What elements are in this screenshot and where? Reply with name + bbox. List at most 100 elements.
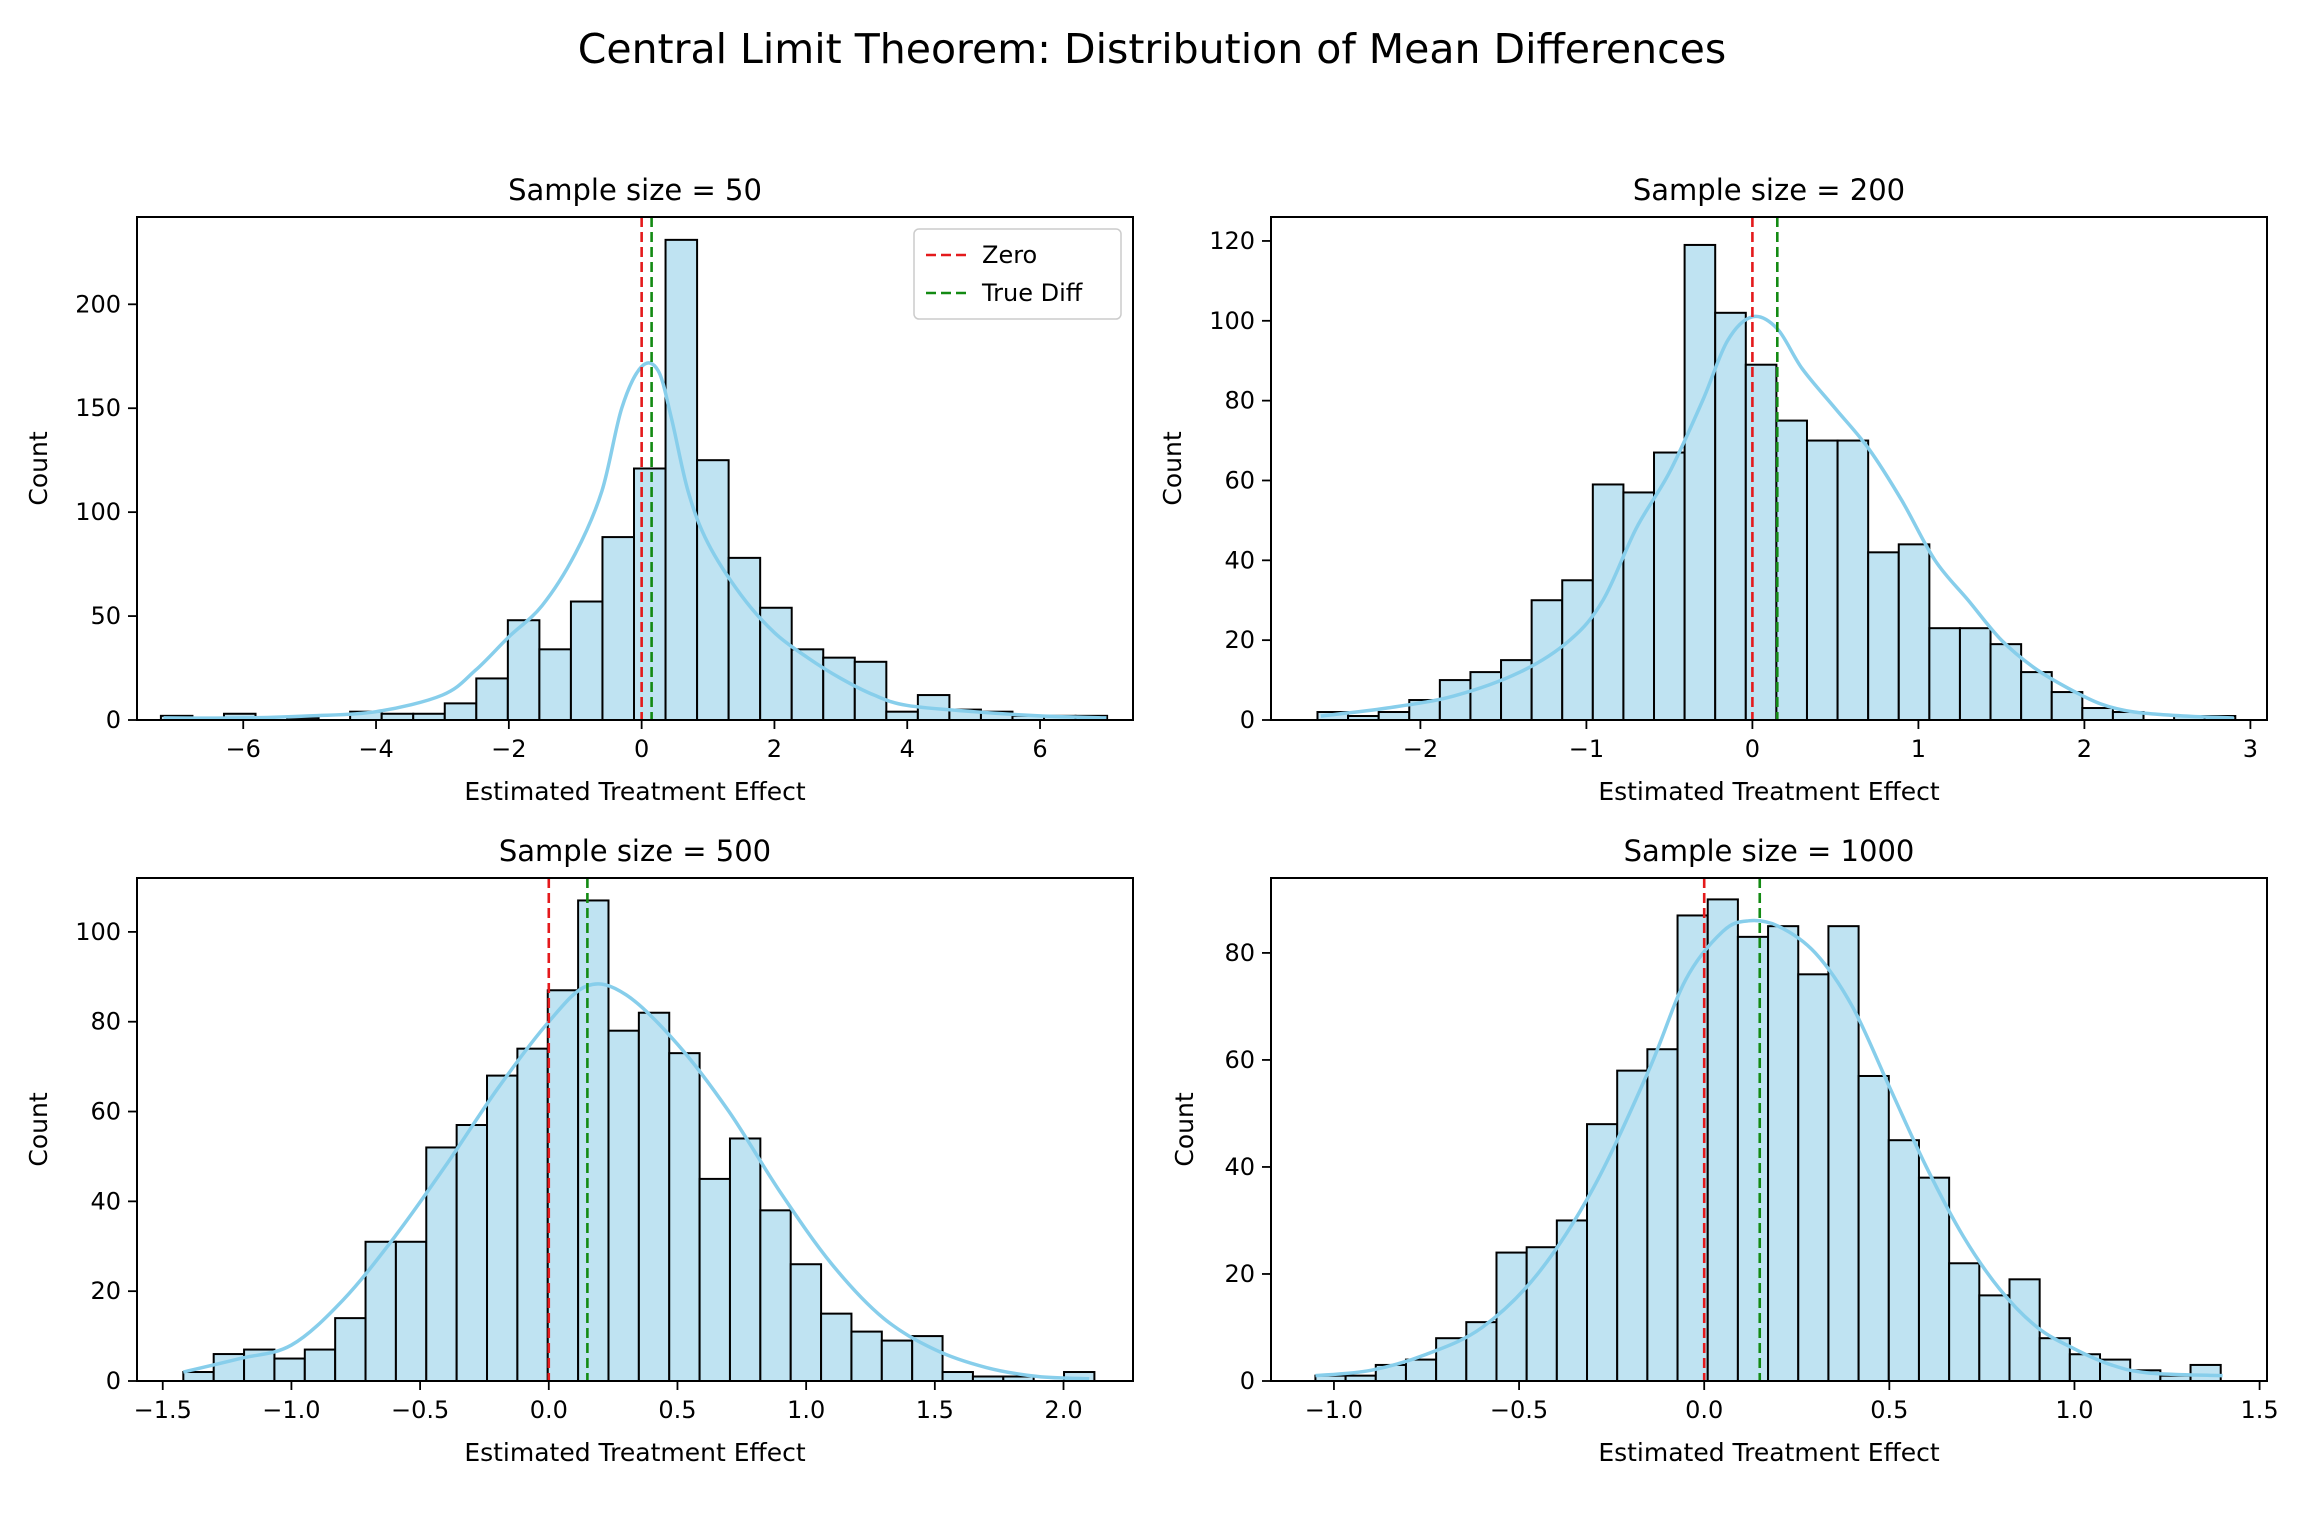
x-tick-label: 1 (1911, 735, 1926, 763)
histogram-bar (1561, 579, 1594, 721)
histogram-bar (696, 459, 730, 721)
kde-curve (1315, 918, 2223, 1378)
histogram-bar (1646, 1048, 1679, 1382)
legend-true-diff-label: True Diff (981, 279, 1083, 307)
y-tick-label: 40 (1224, 546, 1255, 574)
y-tick-label: 150 (75, 394, 121, 422)
histogram-bar (1530, 599, 1564, 721)
y-tick-label: 50 (90, 602, 121, 630)
histogram-bar (2008, 1278, 2041, 1383)
histogram-bar (1622, 491, 1656, 722)
x-axis-label: Estimated Treatment Effect (464, 777, 806, 806)
histogram-bar (1616, 1069, 1649, 1382)
panel-title: Sample size = 500 (499, 834, 771, 868)
y-tick-label: 20 (1224, 626, 1255, 654)
y-tick-label: 0 (1240, 706, 1255, 734)
y-axis-label: Count (1170, 1092, 1199, 1166)
histogram-bar (1377, 711, 1411, 721)
x-tick-label: −2 (491, 735, 526, 763)
histogram-bar (486, 1074, 519, 1383)
histogram-bar (790, 648, 825, 721)
histogram-bar (1797, 973, 1830, 1382)
x-tick-label: 1.0 (2055, 1396, 2093, 1424)
histogram-bar (2050, 691, 2084, 721)
histogram-bar (2081, 707, 2114, 721)
histogram-bar (911, 1335, 944, 1382)
kde-curve (1320, 314, 2234, 720)
y-tick-label: 80 (90, 1008, 121, 1036)
legend-zero-label: Zero (982, 241, 1037, 269)
histogram-bar (1404, 1358, 1438, 1382)
histogram-bar (273, 1357, 306, 1383)
y-tick-label: 120 (1209, 227, 1255, 255)
x-tick-label: 4 (900, 735, 915, 763)
histogram-bar (880, 1339, 914, 1382)
histogram-bar (1887, 1139, 1920, 1383)
histogram-bar (455, 1124, 489, 1382)
histogram-bar (182, 1371, 215, 1382)
histogram-bar (516, 1047, 549, 1383)
histogram-bar (853, 660, 888, 721)
histogram-bar (850, 1330, 883, 1383)
x-tick-label: 0.0 (1685, 1396, 1723, 1424)
panel-4: −1.0 −0.5 0.0 0.5 1.0 1.5 0 20 40 60 80 Sample size… (1170, 834, 2279, 1467)
x-tick-label: 0.0 (530, 1396, 568, 1424)
histogram-bar (2020, 671, 2053, 721)
legend: Zero True Diff (913, 228, 1122, 320)
y-tick-label: 0 (106, 706, 121, 734)
x-tick-label: 0 (1745, 735, 1760, 763)
histogram-bar (364, 1240, 397, 1382)
histogram-bar (728, 1137, 762, 1383)
y-tick-label: 60 (1224, 1046, 1255, 1074)
histogram-bar (759, 1209, 792, 1382)
histogram-bar (538, 648, 572, 721)
panel-title: Sample size = 1000 (1624, 834, 1915, 868)
histogram-bar (637, 1011, 671, 1382)
histogram-bar (1469, 671, 1503, 721)
histogram-bar (1683, 243, 1717, 721)
histogram-bar (1928, 627, 1961, 722)
histogram-bar (546, 989, 580, 1382)
x-tick-label: −1.5 (134, 1396, 192, 1424)
histogram-bar (607, 1029, 640, 1382)
y-tick-label: 20 (1224, 1260, 1255, 1288)
x-tick-label: 2.0 (1044, 1396, 1082, 1424)
x-tick-label: −1.0 (1305, 1396, 1363, 1424)
x-axis-label: Estimated Treatment Effect (464, 1438, 806, 1467)
histogram-bar (1586, 1123, 1619, 1382)
panel-title: Sample size = 50 (508, 173, 762, 207)
histogram-bar (1744, 363, 1778, 721)
axes-frame (1270, 877, 2268, 1382)
x-axis-label: Estimated Treatment Effect (1598, 1438, 1940, 1467)
histogram-bar (1857, 1074, 1890, 1383)
x-tick-label: 0.5 (658, 1396, 696, 1424)
histogram-bar (1555, 1219, 1589, 1383)
x-tick-label: 1.5 (916, 1396, 954, 1424)
y-tick-label: 0 (106, 1367, 121, 1395)
axes-frame (1270, 216, 2268, 721)
x-tick-label: −6 (226, 735, 261, 763)
histogram-bar (1706, 898, 1739, 1382)
x-tick-label: 2 (2077, 735, 2092, 763)
histogram-bar (822, 656, 856, 722)
y-tick-label: 100 (75, 918, 121, 946)
x-tick-label: −0.5 (391, 1396, 449, 1424)
y-tick-label: 20 (90, 1277, 121, 1305)
histogram-bar (475, 677, 509, 721)
x-axis-label: Estimated Treatment Effect (1598, 777, 1940, 806)
histogram-bar (601, 536, 636, 721)
histogram-bar (668, 1052, 701, 1382)
histogram-bar (1736, 935, 1770, 1382)
histogram-bar (1958, 627, 1992, 722)
histogram-bar (443, 702, 478, 721)
histogram-bar (633, 467, 667, 721)
histogram-bar (394, 1240, 428, 1382)
x-tick-label: −1 (1569, 735, 1604, 763)
x-tick-label: 3 (2243, 735, 2258, 763)
kde-curve (163, 361, 1107, 720)
histogram-bar (789, 1263, 823, 1383)
x-tick-label: 1.5 (2241, 1396, 2279, 1424)
axes-frame (136, 877, 1134, 1382)
